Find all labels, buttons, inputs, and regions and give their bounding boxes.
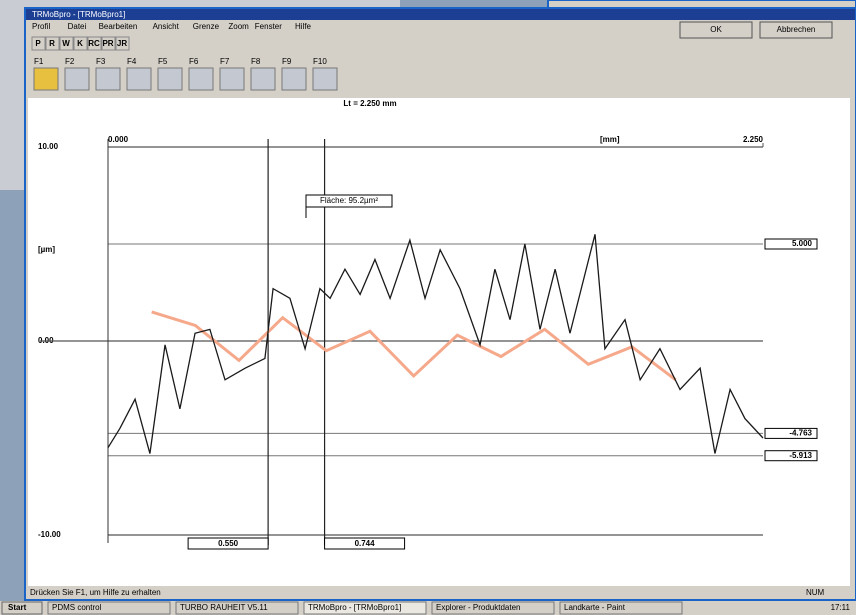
cursor-label: 0.744 (355, 539, 376, 548)
menu-item[interactable]: Fenster (255, 22, 282, 31)
tool-icon[interactable] (188, 67, 214, 91)
y-tick-label: 10.00 (38, 142, 59, 151)
toolbar-label: W (62, 39, 70, 48)
dialog-button-label: OK (710, 25, 722, 34)
task-label: Explorer - Produktdaten (436, 603, 521, 612)
level-label: -4.763 (789, 429, 812, 438)
title-bar (26, 9, 855, 20)
tool-icon[interactable] (157, 67, 183, 91)
toolbar-button[interactable] (31, 36, 46, 51)
level-box (764, 450, 818, 462)
function-key: F4 (127, 57, 137, 66)
cursor-label: 0.550 (218, 539, 239, 548)
toolbar-button[interactable] (87, 36, 102, 51)
toolbar-label: PR (102, 39, 113, 48)
chart-title: Lt = 2.250 mm (343, 99, 396, 108)
function-key: F1 (34, 57, 44, 66)
tool-icon[interactable] (219, 67, 245, 91)
area-label: Fläche: 95.2µm² (320, 196, 378, 205)
x-tick-label: 0.000 (108, 135, 129, 144)
menu-item[interactable]: Ansicht (153, 22, 180, 31)
x-unit: [mm] (600, 135, 620, 144)
function-key: F6 (189, 57, 199, 66)
y-tick-label: -10.00 (38, 530, 61, 539)
function-key: F10 (313, 57, 327, 66)
status-text: Drücken Sie F1, um Hilfe zu erhalten (30, 588, 161, 597)
toolbar-label: K (77, 39, 83, 48)
function-key: F5 (158, 57, 168, 66)
profile-line (107, 234, 764, 454)
level-label: 5.000 (792, 239, 813, 248)
level-box (764, 427, 818, 439)
tool-icon[interactable] (64, 67, 90, 91)
function-key: F9 (282, 57, 292, 66)
task-label: PDMS control (52, 603, 102, 612)
y-unit: [µm] (38, 245, 55, 254)
function-key: F7 (220, 57, 230, 66)
start-button[interactable] (1, 601, 43, 615)
menu-item[interactable]: Hilfe (295, 22, 312, 31)
toolbar-button[interactable] (115, 36, 130, 51)
status-num: NUM (806, 588, 825, 597)
toolbar-label: JR (117, 39, 127, 48)
tool-icon[interactable] (33, 67, 59, 91)
task-item[interactable] (559, 601, 683, 615)
toolbar-label: P (35, 39, 41, 48)
toolbar-label: RC (88, 39, 100, 48)
task-label: TRMoBpro - [TRMoBpro1] (308, 603, 401, 612)
tool-icon[interactable] (281, 67, 307, 91)
toolbar-button[interactable] (45, 36, 60, 51)
area-box (305, 194, 393, 208)
window-title: TRMoBpro - [TRMoBpro1] (32, 10, 125, 19)
task-item[interactable] (175, 601, 299, 615)
task-item[interactable] (431, 601, 555, 615)
chart-area (28, 98, 850, 586)
function-key: F8 (251, 57, 261, 66)
task-label: TURBO RAUHEIT V5.11 (180, 603, 268, 612)
dialog-button-label: Abbrechen (777, 25, 816, 34)
tool-icon[interactable] (95, 67, 121, 91)
menu-item[interactable]: Bearbeiten (99, 22, 138, 31)
menu-item[interactable]: Datei (68, 22, 87, 31)
toolbar-button[interactable] (59, 36, 74, 51)
task-label: Landkarte - Paint (564, 603, 626, 612)
start-label: Start (8, 603, 27, 612)
x-tick-label: 2.250 (743, 135, 764, 144)
toolbar-label: R (49, 39, 55, 48)
toolbar-button[interactable] (101, 36, 116, 51)
clock: 17:11 (831, 603, 851, 612)
function-key: F2 (65, 57, 75, 66)
menu-item[interactable]: Profil (32, 22, 50, 31)
toolbar-button[interactable] (73, 36, 88, 51)
menu-item[interactable]: Grenze (193, 22, 220, 31)
cursor-box (187, 537, 269, 550)
profile-line (151, 310, 677, 381)
dialog-button[interactable] (679, 21, 753, 39)
status-bar (26, 587, 855, 599)
level-label: -5.913 (789, 451, 812, 460)
dialog-button[interactable] (759, 21, 833, 39)
cursor-box (324, 537, 406, 550)
function-key: F3 (96, 57, 106, 66)
menu-item[interactable]: Zoom (228, 22, 249, 31)
tool-icon[interactable] (126, 67, 152, 91)
level-box (764, 238, 818, 250)
task-item[interactable] (47, 601, 171, 615)
task-item[interactable] (303, 601, 427, 615)
tool-icon[interactable] (312, 67, 338, 91)
tool-icon[interactable] (250, 67, 276, 91)
